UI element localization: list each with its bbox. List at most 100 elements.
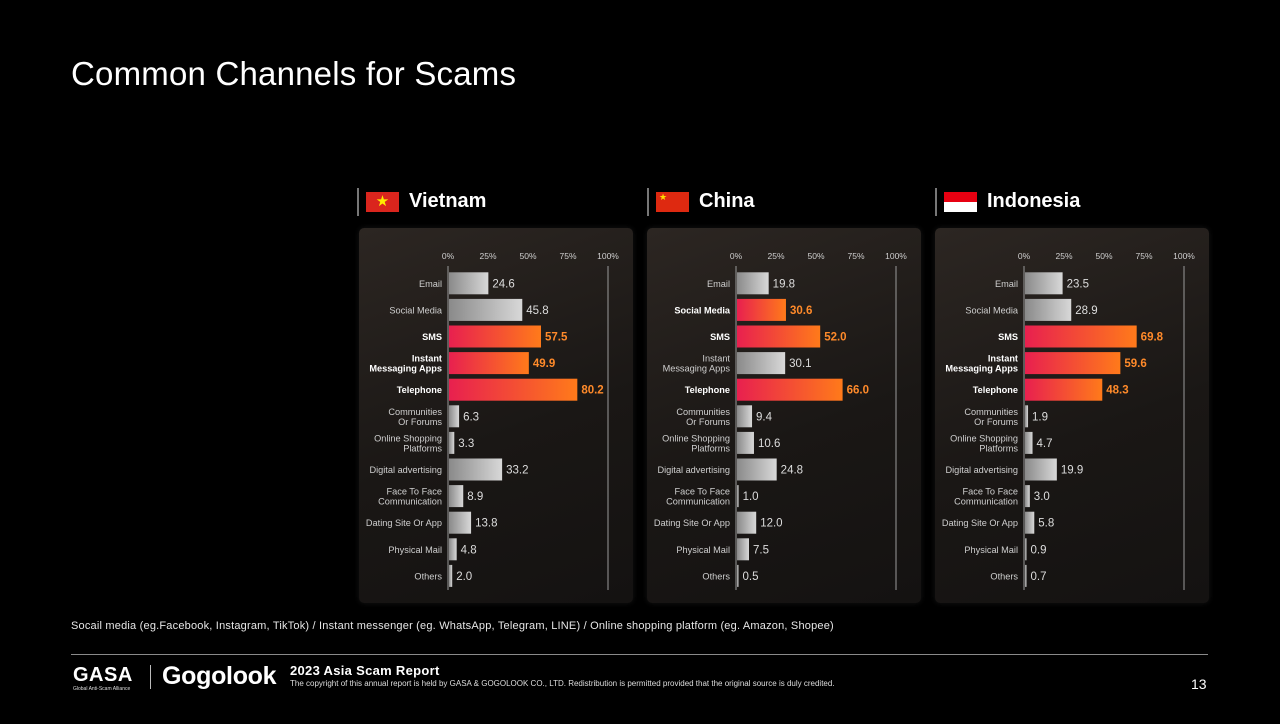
china-flag-icon: ★ <box>656 191 689 212</box>
bar <box>737 458 777 481</box>
country-name: Indonesia <box>987 190 1081 212</box>
category-label: Dating Site Or App <box>654 518 730 528</box>
category-label: Or Forums <box>398 417 442 427</box>
value-label: 19.8 <box>773 278 795 290</box>
value-label: 8.9 <box>467 491 483 503</box>
bar <box>449 352 529 375</box>
tick-label: 100% <box>885 251 907 261</box>
country-name: China <box>699 190 755 212</box>
value-label: 24.8 <box>781 465 803 477</box>
category-label: Communication <box>666 497 730 507</box>
category-label: Email <box>419 279 442 289</box>
category-label: Online Shopping <box>662 433 730 443</box>
bar <box>1025 538 1027 561</box>
bar <box>1025 564 1027 587</box>
report-title: 2023 Asia Scam Report <box>290 663 440 678</box>
bar <box>449 378 578 401</box>
bar <box>737 298 786 321</box>
category-label: Communication <box>954 497 1018 507</box>
chart-indonesia: 0% 25% 50% 75% 100% Email 23.5 Social Media 28.9… <box>935 228 1209 603</box>
category-label: Online Shopping <box>950 433 1018 443</box>
gasa-logo-subtitle: Global Anti-Scam Alliance <box>73 686 131 692</box>
bar <box>737 511 757 534</box>
value-label: 3.3 <box>458 438 474 450</box>
category-label: Or Forums <box>974 417 1018 427</box>
logo-separator <box>150 665 151 689</box>
tick-label: 0% <box>1018 251 1031 261</box>
category-label: Communities <box>964 407 1018 417</box>
value-label: 59.6 <box>1124 358 1146 370</box>
tick-label: 25% <box>767 251 784 261</box>
value-label: 4.8 <box>461 544 477 556</box>
value-label: 7.5 <box>753 544 769 556</box>
category-label: SMS <box>998 332 1018 342</box>
bar <box>737 378 843 401</box>
category-label: Online Shopping <box>374 433 442 443</box>
tick-label: 50% <box>1095 251 1112 261</box>
bar <box>449 272 489 295</box>
value-label: 13.8 <box>475 518 497 530</box>
country-header-vietnam: ★ Vietnam <box>357 186 486 217</box>
category-label: Telephone <box>397 385 442 395</box>
category-label: Social Media <box>674 305 731 315</box>
value-label: 24.6 <box>492 278 514 290</box>
bar <box>1025 485 1030 508</box>
bar <box>1025 325 1137 348</box>
bar <box>737 325 821 348</box>
category-label: Messaging Apps <box>945 364 1018 374</box>
value-label: 30.6 <box>790 305 812 317</box>
value-label: 5.8 <box>1038 518 1054 530</box>
copyright-notice: The copyright of this annual report is h… <box>290 679 835 688</box>
category-label: SMS <box>422 332 442 342</box>
category-label: Others <box>702 571 730 581</box>
indonesia-flag-icon <box>944 191 977 212</box>
header-divider <box>647 187 649 216</box>
category-label: Telephone <box>685 385 730 395</box>
value-label: 57.5 <box>545 332 568 344</box>
tick-label: 50% <box>807 251 824 261</box>
category-label: Platforms <box>691 443 730 453</box>
page-title: Common Channels for Scams <box>71 55 517 92</box>
category-label: Communities <box>388 407 442 417</box>
gasa-logo: GASA Global Anti-Scam Alliance <box>73 664 143 693</box>
category-label: Digital advertising <box>945 465 1018 475</box>
category-label: Face To Face <box>387 487 443 497</box>
value-label: 0.5 <box>743 571 759 583</box>
bar <box>1025 352 1121 375</box>
category-label: Digital advertising <box>657 465 730 475</box>
bar <box>1025 378 1103 401</box>
bar <box>449 564 453 587</box>
chart-china: 0% 25% 50% 75% 100% Email 19.8 Social Media 30.6… <box>647 228 921 603</box>
category-label: Dating Site Or App <box>942 518 1018 528</box>
category-label: Face To Face <box>675 487 731 497</box>
bar <box>737 538 749 561</box>
bar <box>1025 272 1063 295</box>
chart-svg: 0% 25% 50% 75% 100% Email 23.5 Social Media 28.9… <box>942 251 1195 590</box>
tick-label: 75% <box>559 251 576 261</box>
value-label: 3.0 <box>1034 491 1050 503</box>
category-label: Physical Mail <box>676 545 730 555</box>
header-divider <box>357 187 359 216</box>
country-header-indonesia: Indonesia <box>935 186 1080 217</box>
category-label: Or Forums <box>686 417 730 427</box>
value-label: 49.9 <box>533 358 555 370</box>
bar <box>1025 298 1072 321</box>
category-label: Email <box>707 279 730 289</box>
category-label: SMS <box>710 332 730 342</box>
value-label: 6.3 <box>463 411 479 423</box>
value-label: 30.1 <box>789 358 811 370</box>
value-label: 80.2 <box>581 385 603 397</box>
bar <box>449 485 464 508</box>
value-label: 9.4 <box>756 411 773 423</box>
category-label: Social Media <box>965 305 1018 315</box>
country-header-china: ★ China <box>647 186 755 217</box>
bar <box>449 298 523 321</box>
tick-label: 75% <box>847 251 864 261</box>
value-label: 52.0 <box>824 332 846 344</box>
category-label: Physical Mail <box>964 545 1018 555</box>
category-label: Messaging Apps <box>369 364 442 374</box>
category-label: Physical Mail <box>388 545 442 555</box>
category-label: Others <box>414 571 442 581</box>
tick-label: 25% <box>479 251 496 261</box>
bar <box>737 405 753 428</box>
